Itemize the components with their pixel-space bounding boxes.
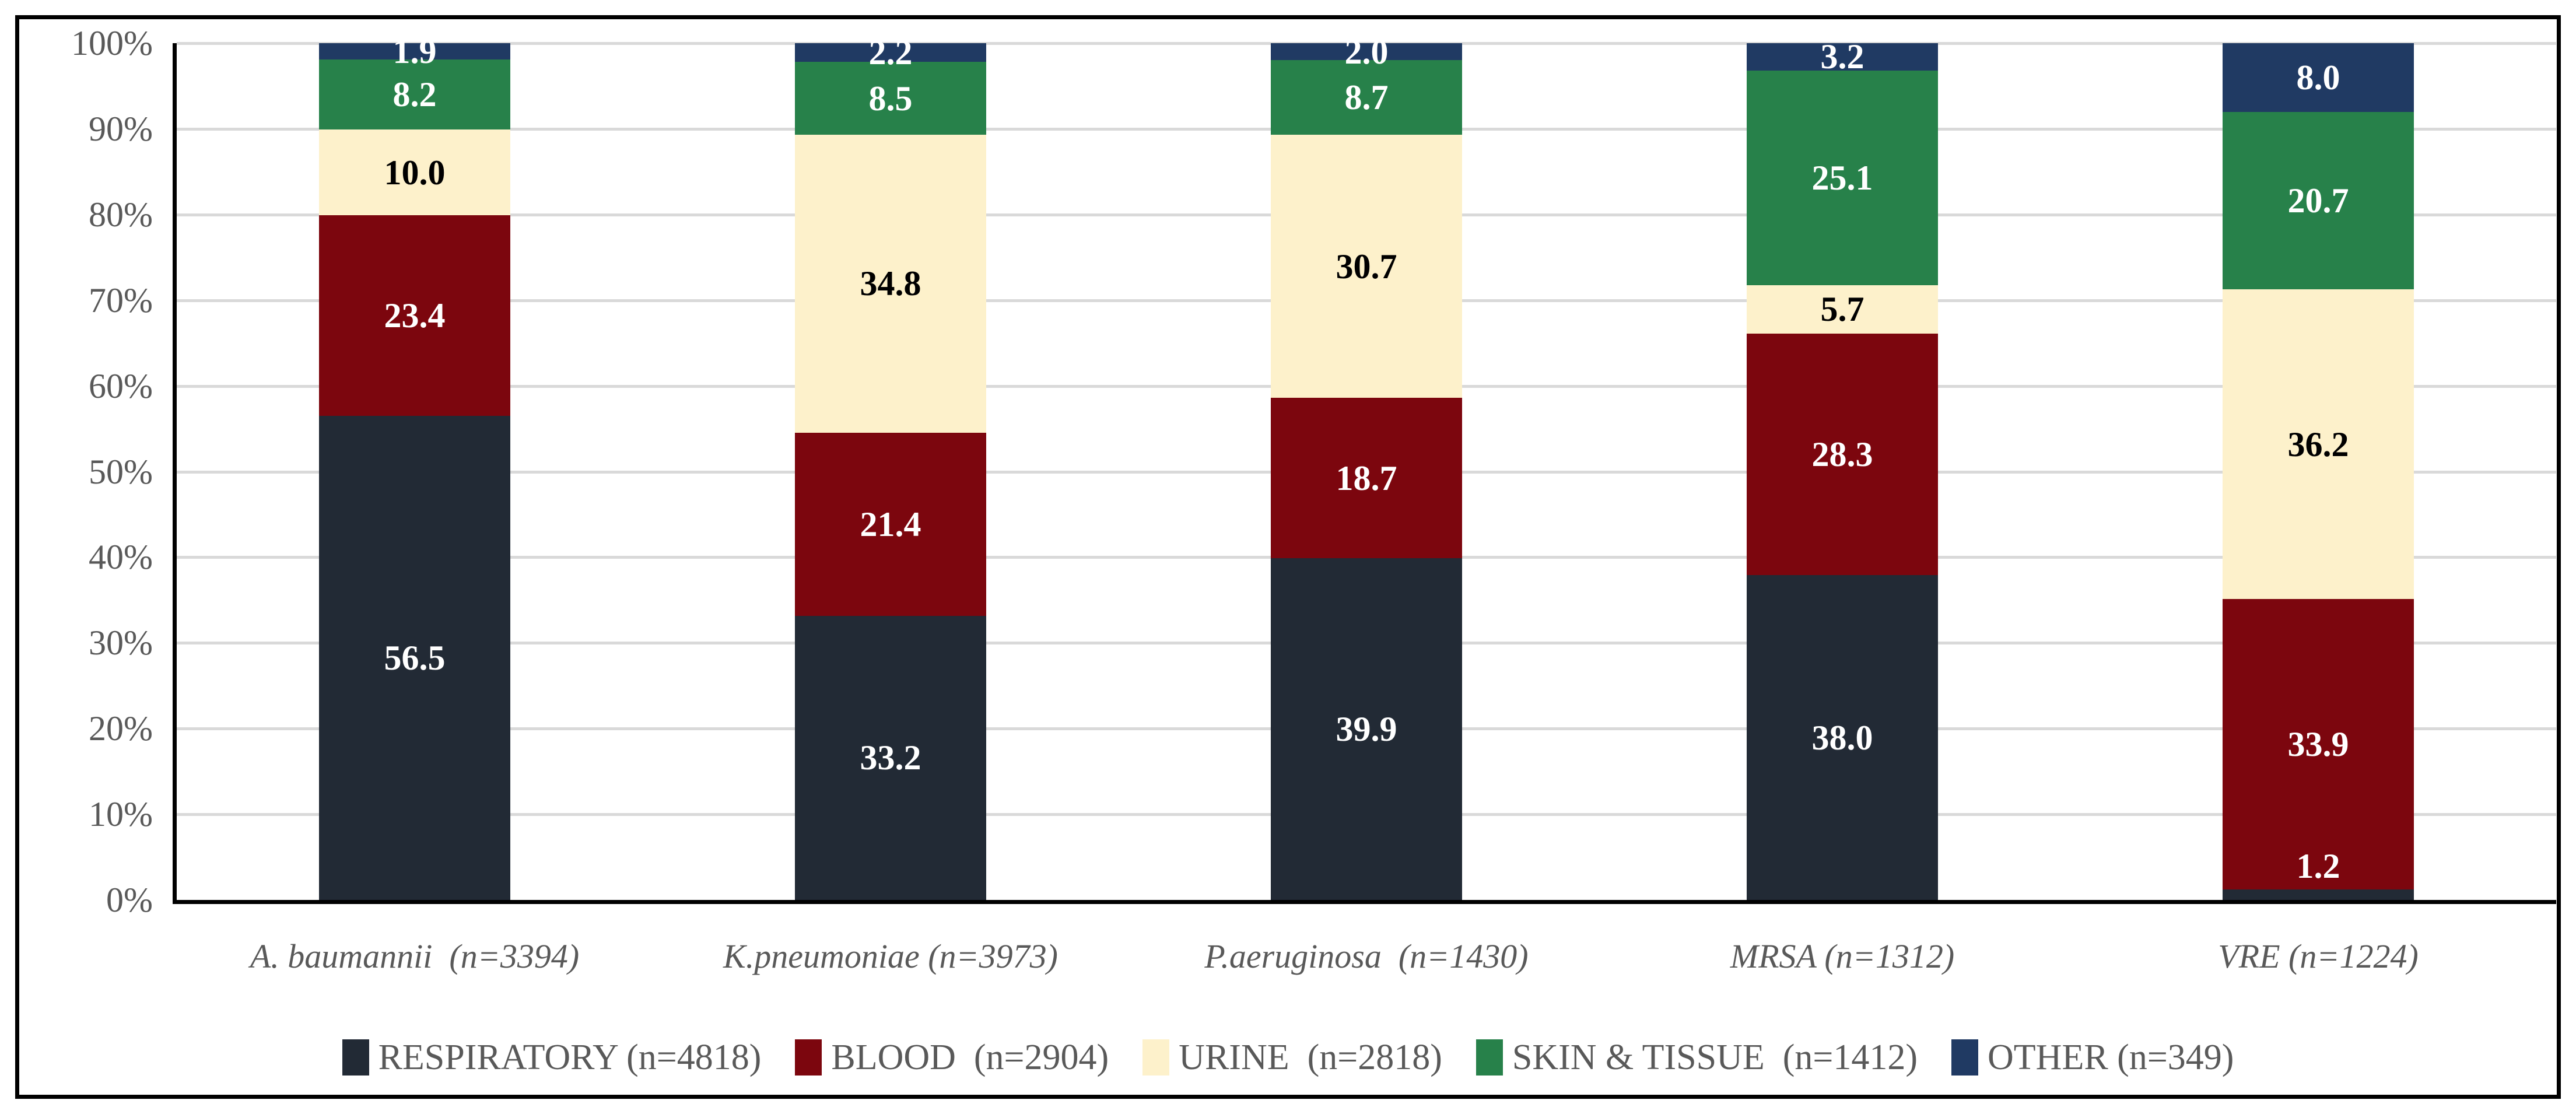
bar-value-label: 36.2 xyxy=(2287,425,2349,464)
bar-segment: 38.0 xyxy=(1747,575,1938,900)
plot-area: 56.5 23.4 10.0 8.2 1.9 33.2 21.4 34.8 8.5 2.2 39.9… xyxy=(173,34,2556,904)
bar-segment: 20.7 xyxy=(2223,111,2414,289)
x-category-label: K.pneumoniae (n=3973) xyxy=(723,937,1058,975)
legend-swatch-icon xyxy=(795,1039,822,1076)
bar-value-label: 23.4 xyxy=(384,296,446,335)
x-category-label: P.aeruginosa (n=1430) xyxy=(1204,937,1529,975)
stacked-bar: 56.5 23.4 10.0 8.2 1.9 xyxy=(319,34,510,900)
y-tick-label: 40% xyxy=(89,538,153,577)
bar-segment: 2.2 xyxy=(795,35,986,70)
bar-value-label: 1.9 xyxy=(392,31,437,71)
bar-segment: 2.0 xyxy=(1271,34,1462,69)
bar-segment: 23.4 xyxy=(319,215,510,416)
bar-segment: 33.2 xyxy=(795,615,986,900)
bar-segment: 8.0 xyxy=(2223,43,2414,112)
x-category-label: MRSA (n=1312) xyxy=(1730,937,1955,975)
bar-segment: 56.5 xyxy=(319,416,510,900)
bar-value-label: 18.7 xyxy=(1336,458,1397,498)
legend-item: BLOOD (n=2904) xyxy=(795,1039,1109,1076)
bar-value-label: 28.3 xyxy=(1811,435,1873,474)
bar-slot: 39.9 18.7 30.7 8.7 2.0 xyxy=(1128,34,1604,900)
bar-slot: 1.2 33.9 36.2 20.7 8.0 xyxy=(2080,43,2556,900)
bar-segment: 8.5 xyxy=(795,62,986,135)
bar-value-label: 33.9 xyxy=(2287,725,2349,764)
bar-value-label: 25.1 xyxy=(1811,158,1873,197)
y-tick-label: 50% xyxy=(89,452,153,491)
bar-slot: 38.0 28.3 5.7 25.1 3.2 xyxy=(1604,39,2080,900)
y-tick-label: 60% xyxy=(89,366,153,405)
bar-value-label: 38.0 xyxy=(1811,718,1873,757)
bar-value-label: 56.5 xyxy=(384,639,446,677)
x-category-label: A. baumannii (n=3394) xyxy=(250,937,580,975)
y-tick-label: 20% xyxy=(89,709,153,748)
y-tick-label: 30% xyxy=(89,623,153,663)
bar-slot: 33.2 21.4 34.8 8.5 2.2 xyxy=(653,35,1128,900)
legend-label: SKIN & TISSUE (n=1412) xyxy=(1512,1038,1918,1077)
y-tick-label: 100% xyxy=(71,24,153,62)
bar-segment: 33.9 xyxy=(2223,599,2414,890)
bar-segment: 21.4 xyxy=(795,432,986,616)
y-tick-label: 80% xyxy=(89,195,153,234)
bar-segment: 36.2 xyxy=(2223,289,2414,600)
bar-value-label: 2.0 xyxy=(1344,32,1389,71)
legend-swatch-icon xyxy=(1142,1039,1170,1076)
legend: RESPIRATORY (n=4818) BLOOD (n=2904) URINE … xyxy=(23,1031,2553,1084)
stacked-bar: 39.9 18.7 30.7 8.7 2.0 xyxy=(1271,34,1462,900)
legend-swatch-icon xyxy=(342,1039,369,1076)
bars-container: 56.5 23.4 10.0 8.2 1.9 33.2 21.4 34.8 8.5 2.2 39.9… xyxy=(177,34,2556,900)
bar-value-label: 8.0 xyxy=(2296,58,2340,97)
bar-value-label: 39.9 xyxy=(1336,709,1397,748)
bar-segment: 3.2 xyxy=(1747,39,1938,74)
legend-swatch-icon xyxy=(1951,1039,1979,1076)
bar-segment: 30.7 xyxy=(1271,135,1462,398)
bar-segment: 5.7 xyxy=(1747,285,1938,334)
legend-item: SKIN & TISSUE (n=1412) xyxy=(1475,1038,1918,1077)
legend-label: BLOOD (n=2904) xyxy=(831,1038,1109,1077)
bar-segment: 10.0 xyxy=(319,129,510,216)
x-category-label: VRE (n=1224) xyxy=(2218,937,2419,975)
x-axis-labels: A. baumannii (n=3394) K.pneumoniae (n=397… xyxy=(177,934,2556,978)
bar-segment: 25.1 xyxy=(1747,70,1938,285)
stacked-bar: 38.0 28.3 5.7 25.1 3.2 xyxy=(1747,39,1938,900)
stacked-bar: 33.2 21.4 34.8 8.5 2.2 xyxy=(795,35,986,900)
stacked-bar: 1.2 33.9 36.2 20.7 8.0 xyxy=(2223,43,2414,900)
bar-segment: 18.7 xyxy=(1271,398,1462,558)
bar-value-label: 3.2 xyxy=(1820,37,1864,76)
bar-segment: 1.9 xyxy=(319,34,510,69)
legend-item: URINE (n=2818) xyxy=(1142,1039,1442,1076)
bar-value-label: 5.7 xyxy=(1820,290,1864,329)
legend-item: OTHER (n=349) xyxy=(1951,1039,2234,1076)
legend-label: OTHER (n=349) xyxy=(1988,1038,2234,1077)
y-axis: 100% 90% 80% 70% 60% 50% 40% 30% 20% 10% 0% xyxy=(0,26,153,917)
bar-segment: 28.3 xyxy=(1747,333,1938,576)
bar-segment: 1.2 xyxy=(2223,849,2414,900)
legend-label: URINE (n=2818) xyxy=(1179,1038,1442,1077)
y-tick-label: 0% xyxy=(106,881,153,919)
bar-value-label: 8.7 xyxy=(1344,78,1389,117)
y-tick-label: 70% xyxy=(89,281,153,320)
bar-segment: 34.8 xyxy=(795,135,986,433)
bar-value-label: 34.8 xyxy=(860,264,921,303)
bar-value-label: 21.4 xyxy=(860,505,921,544)
bar-value-label: 1.2 xyxy=(2296,847,2340,886)
legend-label: RESPIRATORY (n=4818) xyxy=(378,1038,762,1077)
bar-value-label: 30.7 xyxy=(1336,247,1397,286)
bar-value-label: 2.2 xyxy=(868,33,913,72)
y-tick-label: 10% xyxy=(89,795,153,834)
bar-segment: 8.2 xyxy=(319,59,510,130)
bar-segment: 39.9 xyxy=(1271,558,1462,900)
bar-slot: 56.5 23.4 10.0 8.2 1.9 xyxy=(177,34,653,900)
legend-swatch-icon xyxy=(1475,1039,1503,1076)
bar-value-label: 8.2 xyxy=(392,75,437,114)
bar-value-label: 8.5 xyxy=(868,79,913,118)
bar-value-label: 33.2 xyxy=(860,738,921,777)
bar-value-label: 20.7 xyxy=(2287,181,2349,220)
bar-segment: 8.7 xyxy=(1271,60,1462,135)
bar-value-label: 10.0 xyxy=(384,153,446,192)
legend-item: RESPIRATORY (n=4818) xyxy=(342,1038,762,1077)
y-tick-label: 90% xyxy=(89,109,153,148)
